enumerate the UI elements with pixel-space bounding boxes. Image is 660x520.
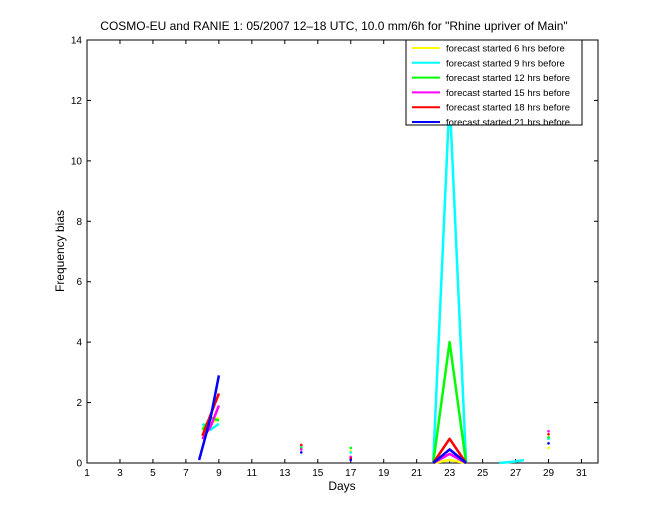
legend-label: forecast started 6 hrs before (446, 44, 565, 55)
data-point (547, 429, 550, 433)
data-point (349, 458, 353, 462)
x-tick-label: 25 (477, 468, 489, 479)
data-point (547, 432, 550, 436)
y-axis-label: Frequency bias (53, 210, 67, 292)
data-point (299, 451, 303, 454)
data-point (547, 436, 550, 439)
legend-label: forecast started 9 hrs before (446, 58, 565, 69)
legend-label: forecast started 18 hrs before (446, 103, 570, 114)
x-tick-label: 15 (312, 468, 324, 479)
y-tick-label: 6 (76, 277, 82, 288)
y-tick-label: 14 (71, 36, 83, 47)
data-point (299, 443, 303, 447)
legend-label: forecast started 15 hrs before (446, 88, 570, 99)
data-point (299, 448, 303, 451)
x-tick-label: 13 (279, 468, 291, 479)
series-line (498, 458, 525, 465)
x-tick-label: 1 (84, 468, 90, 479)
series-line (197, 375, 221, 461)
y-tick-label: 0 (76, 459, 82, 470)
y-tick-label: 4 (76, 338, 82, 349)
series-line (432, 437, 468, 464)
y-tick-label: 8 (76, 217, 82, 228)
y-tick-label: 2 (76, 398, 82, 409)
x-tick-label: 9 (216, 468, 222, 479)
x-tick-label: 7 (183, 468, 189, 479)
series-line (432, 448, 467, 464)
series-line (432, 458, 467, 465)
data-point (547, 446, 550, 450)
data-point (349, 446, 353, 450)
legend-box (405, 39, 583, 126)
x-tick-label: 17 (345, 468, 357, 479)
data-point (349, 451, 353, 454)
x-tick-label: 21 (411, 468, 423, 479)
x-tick-label: 5 (150, 468, 156, 479)
x-tick-label: 19 (378, 468, 390, 479)
y-axis: 0 2 4 6 8 10 12 14 (71, 36, 598, 470)
series-6 (197, 375, 550, 464)
x-axis: 1 3 5 7 9 11 13 15 17 19 21 23 25 27 29 31 (84, 40, 588, 479)
legend-label: forecast started 21 hrs before (446, 118, 570, 129)
legend: forecast started 6 hrs before forecast st… (405, 39, 583, 129)
chart-title: COSMO-EU and RANIE 1: 05/2007 12–18 UTC,… (100, 19, 567, 33)
y-tick-label: 12 (71, 96, 83, 107)
legend-label: forecast started 12 hrs before (446, 73, 570, 84)
x-tick-label: 29 (543, 468, 555, 479)
x-axis-label: Days (328, 479, 355, 493)
x-tick-label: 3 (117, 468, 123, 479)
series-line (431, 340, 468, 464)
data-point (547, 442, 550, 445)
x-tick-label: 31 (576, 468, 588, 479)
y-tick-label: 10 (71, 156, 83, 167)
x-tick-label: 11 (247, 468, 258, 479)
x-tick-label: 23 (444, 468, 456, 479)
x-tick-label: 27 (510, 468, 522, 479)
